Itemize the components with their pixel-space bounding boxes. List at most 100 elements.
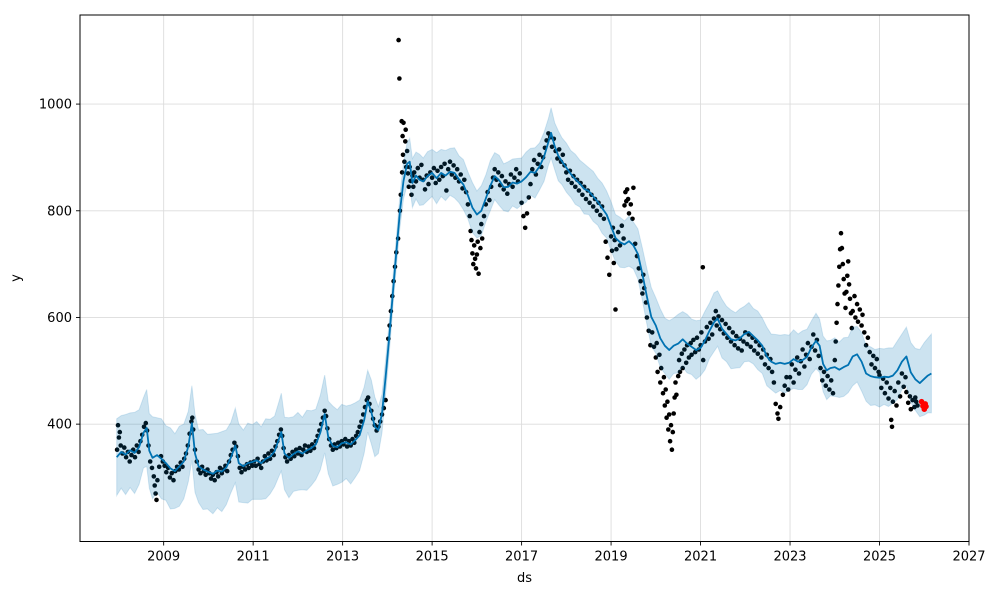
observed-point [827,387,832,392]
observed-point [442,161,447,167]
observed-point [330,447,336,453]
observed-point [709,332,715,337]
observed-point [682,347,687,352]
observed-point [833,339,838,344]
observed-point [631,185,636,191]
observed-point [661,374,667,380]
recent-point [923,403,929,410]
observed-point [890,399,896,405]
observed-point [487,197,492,203]
observed-point [162,463,167,469]
observed-point [405,171,411,176]
observed-point [630,216,635,222]
observed-point [671,411,676,416]
observed-point [594,208,600,214]
uncertainty-band [116,107,932,515]
observed-point [152,483,157,488]
observed-point [837,264,842,270]
observed-point [413,179,419,184]
observed-point [844,289,849,295]
observed-point [789,362,795,367]
observed-point [250,463,255,469]
observed-point [505,191,510,196]
observed-point [744,341,750,347]
observed-point [549,144,555,150]
x-tick-label: 2025 [863,550,896,565]
observed-point [590,204,596,209]
observed-point [852,293,857,299]
observed-point [896,380,901,385]
observed-point [692,349,698,355]
observed-point [473,266,479,271]
observed-point [739,348,744,353]
observed-point [818,365,823,371]
axes-spines-ticks [76,14,970,546]
observed-point [879,385,884,391]
observed-point [894,403,899,408]
observed-point [665,399,670,405]
observed-point [871,353,876,359]
observed-point [777,404,783,410]
observed-point [816,353,821,359]
observed-point [535,161,540,167]
observed-point [657,352,662,358]
observed-point [404,148,410,154]
observed-point [411,170,417,175]
forecast-line [116,132,932,475]
observed-point [521,213,526,219]
observed-point [625,196,631,202]
observed-point [619,223,625,228]
observed-point [867,349,872,355]
observed-point [711,316,717,321]
observed-point [478,245,483,251]
observed-point [546,131,551,136]
observed-point [401,120,406,126]
x-tick-label: 2017 [505,550,538,565]
observed-point [850,308,855,314]
observed-point [400,152,406,158]
observed-point [409,192,414,198]
y-tick-label: 400 [47,418,72,433]
observed-point [607,272,612,278]
observed-point [601,216,607,222]
observed-point [403,127,409,132]
observed-point [426,181,431,187]
observed-point [153,491,158,496]
observed-point [658,365,664,371]
observed-point [556,147,562,152]
observed-point [805,340,811,346]
observed-point [628,202,634,207]
observed-point [208,476,214,481]
observed-point [237,465,242,471]
observed-point [734,333,739,339]
observed-point [791,380,796,385]
observed-point [242,467,248,472]
observed-point [897,394,903,399]
observed-point [666,412,672,417]
observed-point [677,369,683,375]
observed-point [857,307,863,312]
observed-point [621,236,626,241]
observed-point [560,152,566,158]
observed-point [901,384,906,390]
observed-point [479,236,485,241]
observed-point [400,133,405,139]
observed-point [915,403,920,408]
observed-point [838,230,844,236]
observed-point [849,325,855,331]
observed-point [477,229,482,235]
observed-point [755,351,761,357]
observed-point [673,380,678,385]
observed-point [888,417,894,423]
observed-point [365,395,371,400]
tick-labels: 2009 2011 2013 2015 2017 2019 2021 2023 2025 2027… [39,98,986,565]
observed-point [626,211,632,216]
observed-point [613,307,618,312]
observed-point [674,392,679,398]
observed-point [492,166,498,172]
observed-point [217,465,223,471]
observed-point [782,383,787,389]
observed-point [651,344,657,350]
observed-point [854,301,860,307]
observed-point [246,465,251,471]
